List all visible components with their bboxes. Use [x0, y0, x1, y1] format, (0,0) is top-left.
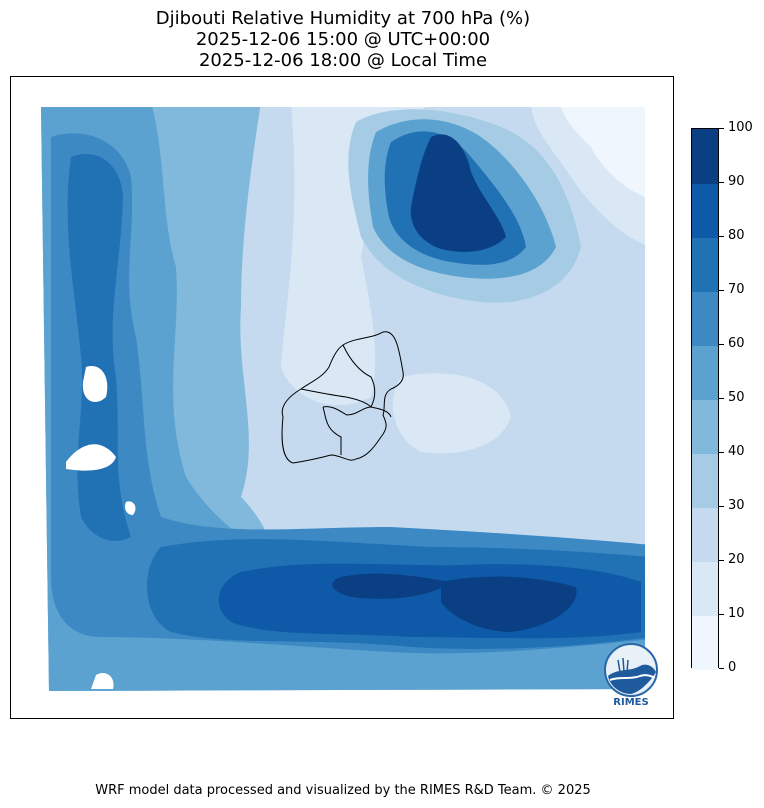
contour-band-10-20 [392, 373, 511, 454]
colorbar-segment [692, 399, 718, 454]
colorbar-segment [692, 507, 718, 562]
contour-band-90-100 [410, 134, 506, 252]
colorbar-tick [719, 505, 724, 507]
colorbar-tick [719, 397, 724, 399]
map-title: Djibouti Relative Humidity at 700 hPa (%… [0, 8, 686, 71]
contour-band-0-10 [561, 107, 645, 197]
contour-band-80-90 [218, 563, 641, 639]
colorbar-tick-label: 70 [728, 282, 745, 297]
colorbar-tick [719, 181, 724, 183]
colorbar-segment [692, 129, 718, 184]
contour-band-10-20 [281, 107, 431, 405]
contour-band-90-100 [332, 573, 451, 599]
colorbar-segment [692, 291, 718, 346]
colorbar-tick-label: 80 [728, 228, 745, 243]
colorbar-segment [692, 237, 718, 292]
region-boundary [370, 406, 392, 418]
colorbar-tick [719, 451, 724, 453]
colorbar-tick-label: 20 [728, 552, 745, 567]
colorbar-tick-label: 40 [728, 444, 745, 459]
colorbar-tick-label: 90 [728, 174, 745, 189]
map-panel [10, 76, 674, 719]
colorbar-tick [719, 289, 724, 291]
humidity-contours [41, 107, 645, 691]
colorbar-tick-label: 100 [728, 120, 753, 135]
colorbar-segment [692, 345, 718, 400]
missing-data-area [124, 501, 136, 515]
contour-band-70-80 [67, 153, 131, 541]
title-line-variable: Djibouti Relative Humidity at 700 hPa (%… [155, 8, 531, 29]
colorbar-tick [719, 667, 724, 669]
colorbar-tick-label: 0 [728, 660, 737, 675]
colorbar-segment [692, 615, 718, 670]
colorbar-tick-label: 60 [728, 336, 745, 351]
rimes-logo-icon: RIMES [604, 643, 658, 708]
region-boundary [300, 388, 372, 408]
colorbar-tick-label: 10 [728, 606, 745, 621]
logo-text: RIMES [613, 697, 648, 708]
colorbar-tick [719, 127, 724, 129]
colorbar-tick [719, 235, 724, 237]
colorbar-segment [692, 561, 718, 616]
region-boundary [342, 344, 376, 408]
colorbar-tick-label: 50 [728, 390, 745, 405]
colorbar-segment [692, 453, 718, 508]
colorbar-tick [719, 613, 724, 615]
region-boundary [322, 406, 342, 455]
colorbar-tick [719, 559, 724, 561]
admin-boundaries [281, 331, 404, 464]
missing-data-area [91, 672, 114, 689]
title-line-utc-time: 2025-12-06 15:00 @ UTC+00:00 [195, 29, 491, 50]
humidity-field-map [41, 107, 645, 691]
missing-data-area [66, 444, 116, 471]
colorbar-segment [692, 183, 718, 238]
colorbar-tick-label: 30 [728, 498, 745, 513]
contour-band-90-100 [441, 576, 577, 632]
missing-data-area [82, 366, 108, 402]
region-boundary [322, 406, 372, 416]
title-line-local-time: 2025-12-06 18:00 @ Local Time [198, 50, 488, 71]
colorbar-tick [719, 343, 724, 345]
credit-footer: WRF model data processed and visualized … [95, 783, 591, 798]
humidity-colorbar [691, 128, 719, 670]
